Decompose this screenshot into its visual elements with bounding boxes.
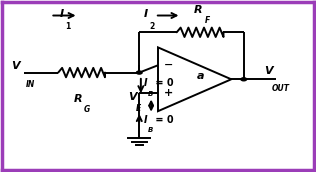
Text: B: B [148,90,154,96]
Text: a: a [197,71,205,81]
Text: OUT: OUT [272,84,290,93]
Text: B: B [148,127,154,133]
Text: V: V [11,61,20,71]
Text: 2: 2 [149,22,155,31]
Text: V: V [264,66,273,76]
Text: I: I [144,115,148,125]
Text: 1: 1 [65,22,70,31]
Circle shape [241,78,246,81]
Text: V: V [128,92,137,102]
Circle shape [137,71,142,74]
Text: IN: IN [26,80,35,89]
Text: = 0: = 0 [152,115,174,125]
Text: −: − [164,60,173,70]
Text: R: R [194,6,203,15]
Text: = 0: = 0 [152,78,174,88]
Text: E: E [136,104,141,114]
Text: I: I [144,9,148,19]
Text: I: I [144,78,148,88]
Text: I: I [60,9,64,19]
Text: F: F [205,16,210,25]
Text: G: G [84,105,90,114]
Text: R: R [74,94,83,104]
Text: +: + [164,88,173,98]
